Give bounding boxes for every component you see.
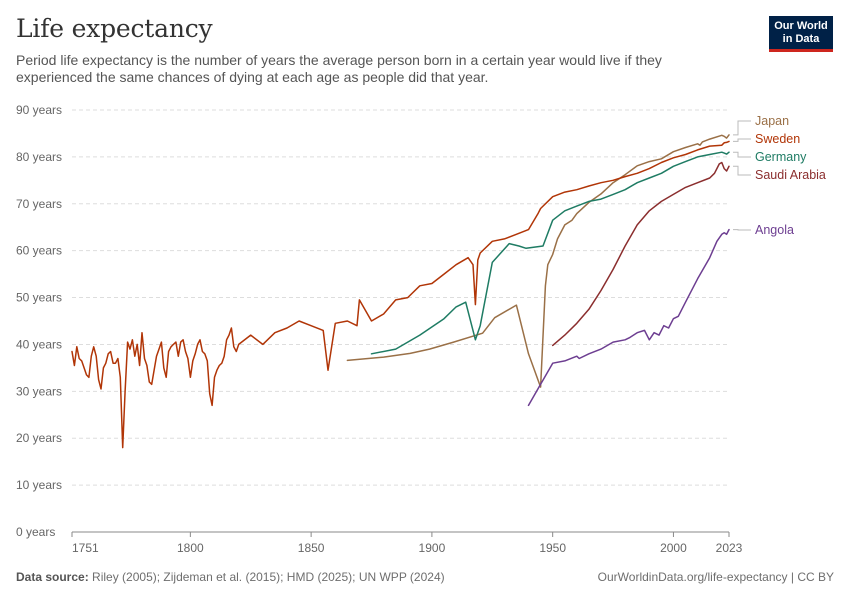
series-line-germany [370, 151, 730, 355]
y-tick-label: 0 years [16, 525, 55, 539]
y-tick-label: 70 years [16, 197, 62, 211]
y-tick-label: 50 years [16, 291, 62, 305]
label-connector [733, 138, 751, 142]
y-tick-label: 80 years [16, 150, 62, 164]
logo-line-2: in Data [782, 32, 820, 45]
logo-line-1: Our World [774, 19, 828, 32]
label-connector [733, 120, 751, 136]
chart-title: Life expectancy [16, 14, 213, 43]
data-source: Data source: Riley (2005); Zijdeman et a… [16, 570, 445, 584]
series-line-angola [527, 228, 730, 407]
series-label-saudi-arabia: Saudi Arabia [755, 168, 826, 182]
y-tick-label: 20 years [16, 431, 62, 445]
series-line-saudi-arabia [551, 161, 730, 347]
x-tick-label: 1850 [298, 541, 325, 555]
x-tick-label: 1751 [72, 541, 99, 555]
y-tick-label: 90 years [16, 103, 62, 117]
credit-link[interactable]: OurWorldinData.org/life-expectancy | CC … [597, 570, 834, 584]
data-source-text[interactable]: Riley (2005); Zijdeman et al. (2015); HM… [92, 570, 445, 584]
x-tick-label: 1950 [539, 541, 566, 555]
label-connector [733, 165, 751, 176]
label-connector [733, 151, 751, 158]
y-tick-label: 40 years [16, 337, 62, 351]
series-label-germany: Germany [755, 150, 807, 164]
chart-subtitle: Period life expectancy is the number of … [16, 52, 662, 85]
series-label-angola: Angola [755, 223, 794, 237]
series-label-sweden: Sweden [755, 132, 800, 146]
y-tick-label: 30 years [16, 384, 62, 398]
series-line-japan [346, 134, 730, 388]
x-tick-label: 2023 [716, 541, 743, 555]
series-line-sweden [71, 140, 730, 449]
x-tick-label: 2000 [660, 541, 687, 555]
y-tick-label: 10 years [16, 478, 62, 492]
owid-logo[interactable]: Our World in Data [769, 16, 833, 52]
data-source-label: Data source: [16, 570, 89, 584]
x-tick-label: 1900 [419, 541, 446, 555]
y-tick-label: 60 years [16, 244, 62, 258]
x-tick-label: 1800 [177, 541, 204, 555]
series-label-japan: Japan [755, 114, 789, 128]
